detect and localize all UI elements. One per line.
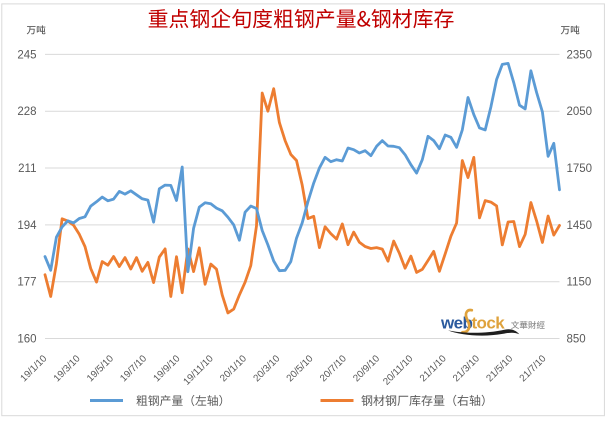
svg-text:1450: 1450	[567, 220, 593, 232]
svg-text:194: 194	[17, 220, 37, 232]
svg-text:177: 177	[17, 277, 36, 289]
svg-text:228: 228	[17, 106, 36, 118]
svg-text:160: 160	[17, 334, 36, 346]
svg-text:245: 245	[17, 49, 36, 61]
svg-text:1150: 1150	[567, 277, 592, 289]
svg-text:211: 211	[18, 163, 36, 175]
svg-text:1750: 1750	[567, 163, 593, 175]
svg-text:850: 850	[567, 334, 586, 346]
svg-text:2350: 2350	[567, 49, 593, 61]
svg-text:web: web	[440, 314, 472, 333]
svg-text:2050: 2050	[567, 106, 593, 118]
svg-text:tock: tock	[472, 314, 506, 333]
